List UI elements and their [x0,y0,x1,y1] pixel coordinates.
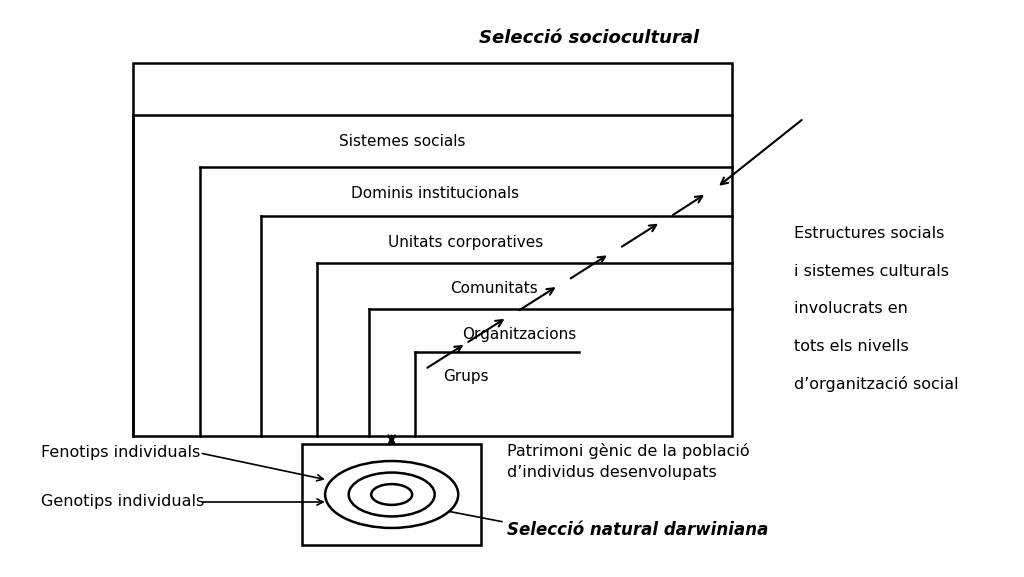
Text: Grups: Grups [443,369,488,384]
Text: Selecció natural darwiniana: Selecció natural darwiniana [507,520,768,539]
Text: d’organització social: d’organització social [794,376,958,392]
Text: Unitats corporatives: Unitats corporatives [388,235,544,250]
Ellipse shape [326,461,459,528]
Text: Sistemes socials: Sistemes socials [339,134,465,149]
Bar [302,444,481,545]
Text: i sistemes culturals: i sistemes culturals [794,264,948,279]
Text: Patrimoni gènic de la població
d’individus desenvolupats: Patrimoni gènic de la població d’individ… [507,443,750,480]
Text: Genotips individuals: Genotips individuals [41,494,204,509]
Text: Fenotips individuals: Fenotips individuals [41,445,201,460]
Text: tots els nivells: tots els nivells [794,339,908,354]
Bar [133,63,732,436]
Text: Selecció sociocultural: Selecció sociocultural [479,28,698,47]
Text: Dominis institucionals: Dominis institucionals [351,186,519,201]
Ellipse shape [348,473,434,516]
Text: Estructures socials: Estructures socials [794,226,944,241]
Ellipse shape [371,484,412,505]
Text: Comunitats: Comunitats [451,281,538,296]
Text: involucrats en: involucrats en [794,301,907,316]
Text: Organitzacions: Organitzacions [463,327,577,342]
